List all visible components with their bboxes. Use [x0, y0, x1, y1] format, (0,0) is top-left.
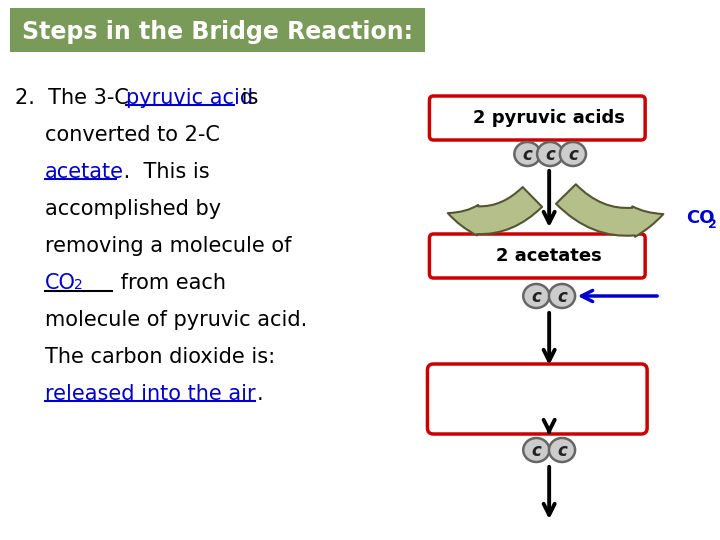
Text: .  This is: . This is — [117, 162, 210, 182]
Text: molecule of pyruvic acid.: molecule of pyruvic acid. — [45, 310, 307, 330]
Text: CO: CO — [45, 273, 76, 293]
Text: from each: from each — [114, 273, 226, 293]
Text: 2.  The 3-C: 2. The 3-C — [15, 88, 135, 108]
Text: CO: CO — [685, 209, 714, 227]
Text: 2 pyruvic acids: 2 pyruvic acids — [473, 109, 625, 127]
Text: acetate: acetate — [45, 162, 124, 182]
Text: accomplished by: accomplished by — [45, 199, 220, 219]
Text: c: c — [557, 287, 567, 306]
Ellipse shape — [514, 142, 541, 166]
Text: c: c — [557, 442, 567, 460]
Ellipse shape — [560, 142, 586, 166]
FancyArrowPatch shape — [556, 184, 663, 237]
Text: Steps in the Bridge Reaction:: Steps in the Bridge Reaction: — [22, 20, 413, 44]
Text: c: c — [531, 287, 541, 306]
Text: c: c — [545, 145, 555, 164]
Ellipse shape — [523, 438, 549, 462]
FancyArrowPatch shape — [448, 187, 542, 235]
Text: c: c — [531, 442, 541, 460]
Text: 2 acetates: 2 acetates — [496, 247, 602, 265]
Text: 2: 2 — [708, 218, 717, 231]
Ellipse shape — [537, 142, 563, 166]
FancyBboxPatch shape — [428, 364, 647, 434]
FancyBboxPatch shape — [10, 8, 426, 52]
Ellipse shape — [549, 438, 575, 462]
Text: c: c — [568, 145, 578, 164]
Text: removing a molecule of: removing a molecule of — [45, 236, 291, 256]
FancyBboxPatch shape — [429, 234, 645, 278]
Ellipse shape — [549, 284, 575, 308]
Text: .: . — [256, 384, 263, 404]
Text: 2: 2 — [74, 278, 83, 292]
Ellipse shape — [523, 284, 549, 308]
FancyBboxPatch shape — [429, 96, 645, 140]
Text: converted to 2-C: converted to 2-C — [45, 125, 220, 145]
Text: The carbon dioxide is:: The carbon dioxide is: — [45, 347, 274, 367]
Text: released into the air: released into the air — [45, 384, 255, 404]
Text: c: c — [523, 145, 532, 164]
Text: is: is — [235, 88, 259, 108]
Text: pyruvic acid: pyruvic acid — [126, 88, 253, 108]
